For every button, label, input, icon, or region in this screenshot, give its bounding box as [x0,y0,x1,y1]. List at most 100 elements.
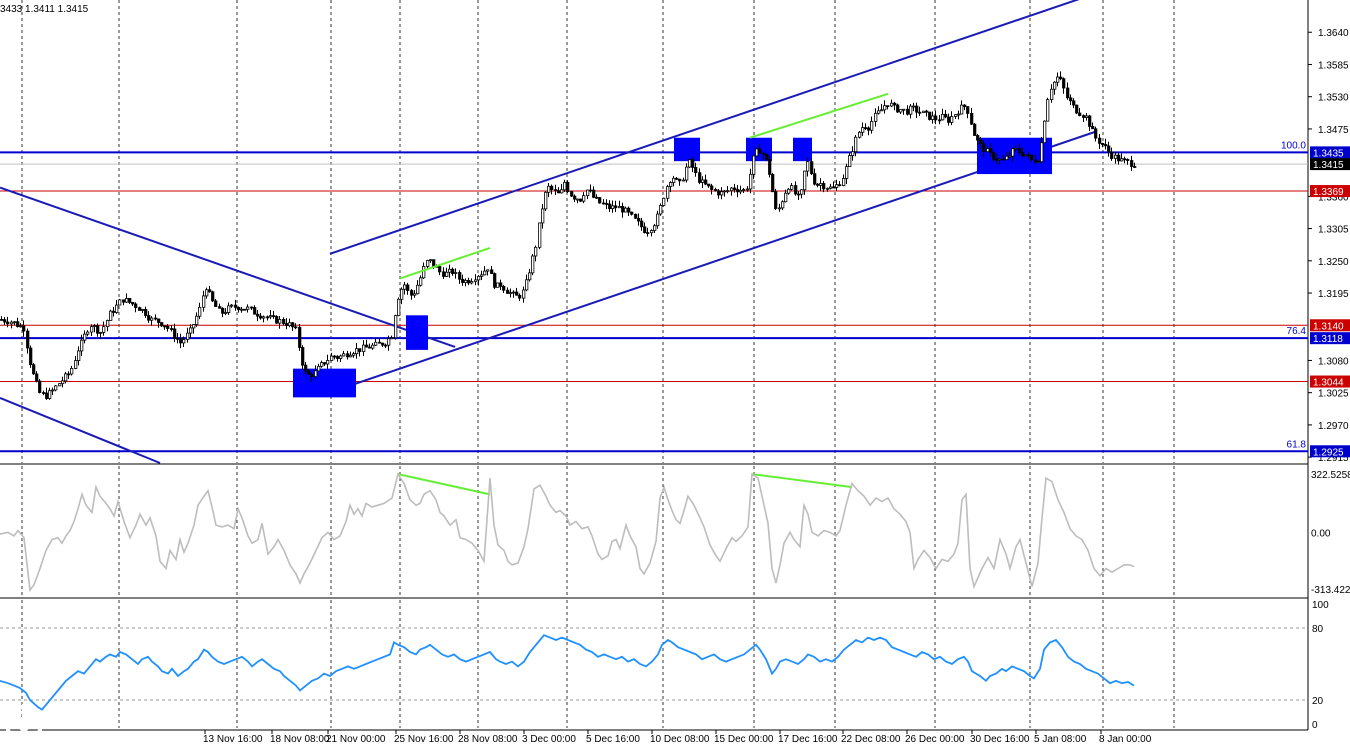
candle-body [99,331,103,334]
candle-body [874,112,878,122]
horizontal-levels[interactable] [0,151,1308,453]
grid-lines [21,0,1175,728]
candle-body [13,321,17,324]
candle-body [138,307,142,311]
level-label-bg [1310,445,1350,458]
level-label-bg [1310,332,1350,345]
fib-label-61.8: 61.8 [1287,439,1307,450]
candle-body [1027,154,1031,157]
candle-body [784,192,788,203]
candle-body [979,139,983,144]
candle-body [6,321,10,325]
trendlines[interactable] [0,0,1096,464]
candle-body [752,155,756,175]
candle-body [1037,161,1041,164]
candle-body [442,271,446,277]
candle-body [499,282,503,287]
candle-body [832,186,836,189]
candle-body [810,161,814,175]
candle-body [1126,159,1130,161]
candle-body [234,304,238,308]
candle-body [422,266,426,279]
divergence-lines[interactable] [397,92,889,496]
candle-body [294,326,298,329]
candle-body [829,186,833,189]
candle-body [253,307,257,315]
price-tick-label: 1.2970 [1318,421,1349,432]
candle-body [1056,76,1060,83]
descending-upper-trendline [0,186,456,348]
candle-body [381,342,385,346]
time-tick-label: 26 Dec 00:00 [905,734,965,745]
highlight-box [793,137,812,162]
candle-body [1011,148,1015,157]
time-tick-label: 5 Dec 16:00 [586,734,640,745]
candle-body [650,230,654,234]
candle-body [678,178,682,182]
candle-body [480,274,484,277]
candle-body [1082,115,1086,118]
candle-body [1030,154,1034,161]
level-label-1.3415: 1.3415 [1313,160,1344,171]
candle-body [419,277,423,286]
candle-body [614,205,618,209]
candle-body [378,341,382,344]
candle-body [950,116,954,123]
candle-body [982,143,986,153]
candle-body [707,183,711,187]
candle-body [90,326,94,333]
candle-body [880,109,884,112]
candle-body [291,322,295,328]
candle-body [477,275,481,281]
candle-body [397,298,401,317]
candle-body [976,135,980,141]
candle-body [349,354,353,358]
highlight-boxes[interactable] [293,137,1052,398]
candle-body [35,373,39,382]
level-label-bg [1310,319,1350,332]
candle-body [38,380,42,393]
candle-body [1059,76,1063,80]
candle-body [704,179,708,185]
candle-body [698,172,702,183]
candle-body [406,284,410,291]
price-tick-label: 1.2915 [1318,453,1349,464]
candle-body [1117,154,1121,162]
candle-body [522,289,526,299]
candle-body [390,337,394,340]
candle-body [432,259,436,267]
candle-body [794,185,798,195]
candle-body [326,360,330,365]
candle-body [1085,115,1089,118]
level-label-1.3118: 1.3118 [1313,334,1343,345]
candle-body [928,111,932,120]
candle-body [685,166,689,181]
candle-body [771,173,775,193]
candle-body [128,298,132,303]
price-tick-label: 1.3025 [1318,389,1349,400]
candle-body [605,203,609,205]
cci-indicator [0,472,1135,593]
channel-upper-trendline [329,0,1080,255]
candle-body [240,308,244,311]
candle-body [739,190,743,193]
candle-body [541,208,545,224]
candle-body [525,279,529,291]
candle-body [1062,78,1066,89]
candle-body [413,293,417,296]
candle-body [339,355,343,359]
highlight-box [406,315,428,350]
candle-body [96,325,100,334]
candle-body [877,110,881,114]
candle-body [778,207,782,210]
rsi-line [0,634,1135,711]
channel-lower-trendline [354,130,1096,385]
candle-body [826,187,830,190]
instaforex-logo-icon [4,704,44,744]
candle-body [947,116,951,123]
candle-body [285,323,289,327]
price-tick-label: 1.3585 [1318,60,1349,71]
candle-body [416,284,420,295]
candle-body [714,189,718,192]
